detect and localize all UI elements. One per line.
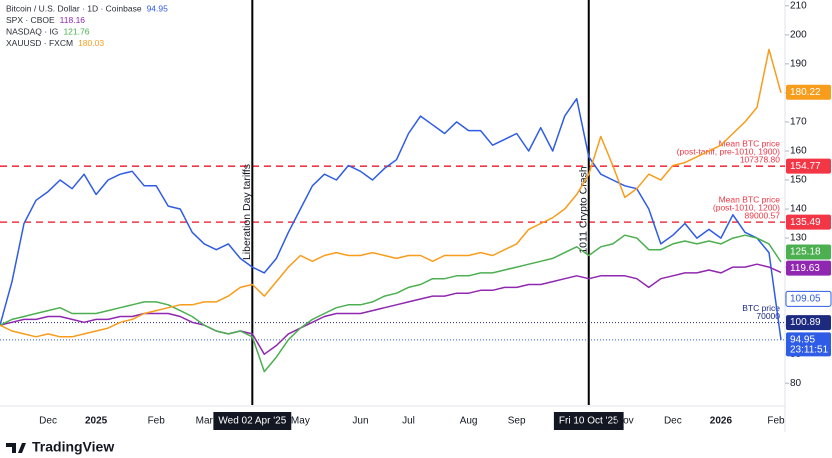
y-tick-label: 190 — [790, 59, 807, 70]
line-price-label-time: 23:11:51 — [790, 344, 829, 355]
logo-icon — [6, 443, 26, 453]
event-label: Liberation Day tariffs — [241, 164, 253, 260]
series-line — [0, 263, 782, 355]
x-tick-label: 2026 — [710, 416, 733, 427]
y-tick-label: 170 — [790, 117, 807, 128]
price-label: 180.22 — [790, 87, 821, 98]
price-label-box — [786, 84, 831, 100]
x-label-box — [553, 412, 624, 430]
axis-mark-label-box — [785, 290, 832, 307]
legend-value: 180.03 — [78, 38, 104, 48]
x-tick-label: Fri 10 Oct '25 — [559, 416, 619, 427]
y-tick-label: 150 — [790, 175, 807, 186]
line-annotation: Mean BTC price — [719, 194, 781, 204]
x-tick-label: Dec — [664, 416, 682, 427]
legend-name: SPX · CBOE — [6, 15, 55, 25]
y-tick-label: 160 — [790, 146, 807, 157]
line-price-label-box — [786, 315, 831, 331]
price-label-box — [786, 260, 831, 276]
price-label: 119.63 — [790, 263, 820, 274]
legend-name: NASDAQ · IG — [6, 26, 58, 36]
legend-value: 94.95 — [147, 3, 169, 13]
series-line — [0, 48, 782, 338]
x-tick-label: Feb — [148, 416, 166, 427]
line-annotation: BTC price — [742, 303, 780, 313]
line-annotation: 89000.57 — [745, 210, 781, 220]
line-price-label-box — [786, 214, 831, 230]
line-price-label-box — [786, 158, 831, 174]
series-line — [0, 234, 782, 373]
price-label-box — [786, 244, 831, 260]
y-tick-label: 140 — [790, 204, 807, 215]
legend-value: 121.76 — [63, 26, 89, 36]
x-tick-label: 2025 — [85, 416, 108, 427]
brand: TradingView — [32, 439, 114, 455]
x-tick-label: Jul — [402, 416, 415, 427]
line-annotation: 70000 — [756, 311, 780, 321]
x-label-box — [213, 412, 292, 430]
x-tick-label: May — [291, 416, 310, 427]
x-tick-label: Dec — [39, 416, 57, 427]
x-tick-label: Wed 02 Apr '25 — [218, 416, 286, 427]
line-annotation: (post-1010, 1200) — [713, 202, 780, 212]
y-tick-label: 80 — [790, 378, 802, 389]
line-annotation: Mean BTC price — [719, 138, 781, 148]
line-price-label-box — [786, 332, 831, 357]
line-annotation: (post-tariff, pre-1010, 1900) — [677, 146, 780, 156]
y-tick-label: 130 — [790, 233, 807, 244]
y-tick-label: 210 — [790, 0, 807, 11]
x-tick-label: Feb — [767, 416, 785, 427]
x-tick-label: Aug — [460, 416, 478, 427]
x-tick-label: Nov — [616, 416, 634, 427]
x-tick-label: Mar — [196, 416, 214, 427]
logo: TradingView — [6, 439, 114, 455]
price-label: 125.18 — [790, 247, 821, 258]
y-tick-label: 200 — [790, 29, 807, 40]
legend-value: 118.16 — [60, 15, 86, 25]
legend-name: XAUUSD · FXCM — [6, 38, 73, 48]
legend-name: Bitcoin / U.S. Dollar · 1D · Coinbase — [6, 3, 142, 13]
x-tick-label: Sep — [508, 416, 526, 427]
x-tick-label: Jun — [352, 416, 368, 427]
line-annotation: 107378.80 — [740, 154, 780, 164]
line-price-label: 154.77 — [790, 161, 821, 172]
event-label: 1011 Crypto Crash — [578, 166, 590, 254]
series-line — [0, 97, 782, 340]
axis-mark-label: 109.05 — [790, 294, 821, 305]
line-price-label: 135.49 — [790, 217, 821, 228]
line-price-label: 100.89 — [790, 317, 821, 328]
line-price-label: 94.95 — [790, 334, 815, 345]
